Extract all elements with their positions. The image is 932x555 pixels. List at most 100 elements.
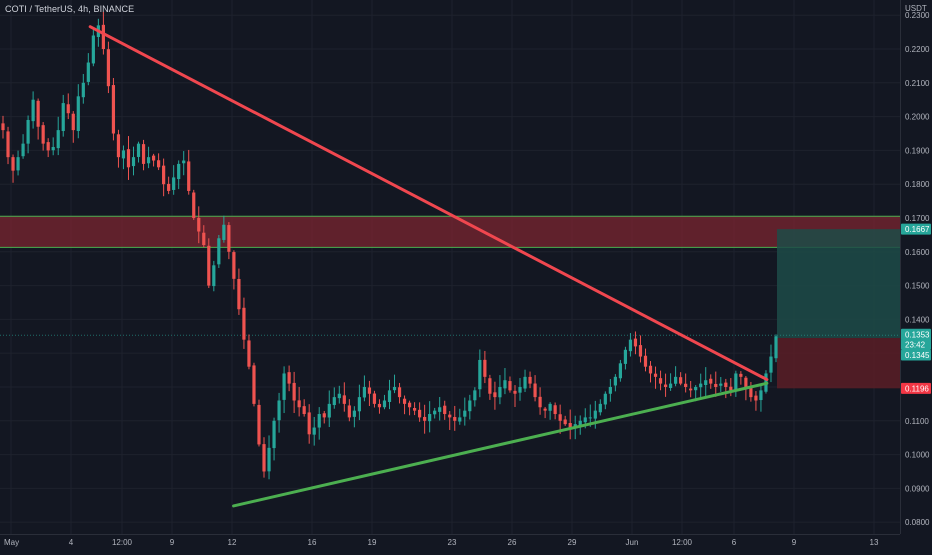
candle-body	[603, 393, 607, 405]
candle-body	[71, 113, 75, 131]
candle-body	[694, 386, 698, 391]
candle-body	[367, 387, 372, 394]
candle-body	[719, 383, 723, 386]
price-axis: 0.08000.09000.10000.11000.12000.13000.14…	[905, 11, 930, 527]
candle-body	[628, 339, 633, 352]
candle-body	[267, 447, 271, 472]
y-tick-label: 0.2000	[905, 113, 930, 122]
candle-body	[643, 355, 648, 367]
candle-body	[593, 410, 597, 419]
x-tick-label: 12:00	[112, 538, 133, 547]
trendlines	[88, 25, 769, 508]
candle-body	[126, 149, 131, 168]
candle-body	[633, 338, 638, 347]
candle-body	[709, 378, 713, 384]
price-label-bg	[901, 223, 931, 235]
candle-body	[538, 396, 542, 408]
y-tick-label: 0.1900	[905, 146, 930, 155]
candle-body	[488, 378, 492, 394]
zone-fill	[0, 216, 900, 248]
candle-body	[377, 403, 382, 408]
candle-body	[51, 147, 55, 151]
x-tick-label: 26	[508, 538, 517, 547]
candle-body	[483, 359, 487, 377]
candle-body	[242, 307, 246, 340]
symbol-title[interactable]: COTI / TetherUS, 4h, BINANCE	[5, 4, 135, 14]
candle-body	[648, 365, 653, 374]
candle-body	[151, 155, 156, 161]
candle-body	[423, 416, 427, 421]
candle-body	[277, 400, 281, 421]
candle-body	[473, 390, 477, 401]
candle-body	[387, 390, 392, 402]
candle-body	[653, 373, 658, 377]
candle-body	[528, 376, 532, 384]
candle-body	[498, 386, 502, 398]
x-tick-label: 12:00	[672, 538, 693, 547]
candle-body	[658, 378, 663, 384]
candle-body	[116, 134, 121, 158]
candle-body	[352, 410, 356, 417]
candle-body	[342, 395, 346, 404]
countdown-label: 23:42	[901, 338, 931, 350]
candle-body	[217, 238, 221, 265]
candle-body	[714, 383, 718, 387]
candle-body	[302, 406, 306, 415]
y-tick-label: 0.2100	[905, 79, 930, 88]
stop-zone	[777, 337, 900, 389]
candle-body	[292, 382, 296, 401]
candle-body	[689, 388, 693, 391]
candle-body	[347, 405, 351, 418]
price-label-text: 23:42	[905, 340, 926, 349]
candle-body	[337, 393, 341, 399]
candle-body	[46, 142, 50, 151]
price-label-text: 0.1345	[905, 351, 930, 360]
candle-body	[493, 392, 497, 398]
candle-body	[638, 345, 643, 357]
candle-body	[674, 376, 678, 384]
candle-body	[382, 400, 387, 408]
candle-body	[513, 390, 517, 394]
candle-body	[192, 192, 196, 218]
candle-body	[503, 380, 507, 389]
x-tick-label: 23	[448, 538, 457, 547]
candle-body	[412, 408, 417, 411]
candle-body	[16, 157, 20, 171]
candle-body	[744, 377, 748, 387]
candle-body	[518, 386, 522, 393]
candle-body	[11, 157, 15, 171]
price-label-bg	[901, 349, 931, 361]
candle-body	[282, 373, 286, 400]
candle-body	[212, 265, 216, 287]
candle-body	[172, 177, 176, 190]
candle-body	[448, 414, 452, 418]
candle-body	[578, 420, 582, 426]
candle-body	[613, 376, 617, 386]
target-price-label: 0.1667	[901, 223, 931, 235]
candle-body	[774, 336, 778, 359]
candle-body	[41, 125, 45, 144]
y-tick-label: 0.0800	[905, 518, 930, 527]
current-price-label: 0.1353	[901, 328, 931, 340]
candle-body	[131, 157, 136, 167]
candle-body	[608, 386, 612, 394]
x-tick-label: 29	[568, 538, 577, 547]
price-label-bg	[901, 338, 931, 350]
candle-body	[563, 419, 567, 425]
candle-body	[182, 160, 186, 164]
candle-body	[76, 96, 80, 132]
horizontal-zone	[0, 215, 900, 248]
stop-price-label: 0.1196	[901, 382, 931, 394]
time-axis: May 4 12:00 9 12 16 19 23 26 29 Jun 12:00 6 9 13	[4, 538, 879, 547]
candle-body	[252, 365, 256, 404]
y-tick-label: 0.1700	[905, 214, 930, 223]
candle-body	[663, 384, 668, 387]
resistance-trendline	[88, 25, 769, 382]
candle-body	[548, 403, 552, 411]
candle-body	[61, 103, 65, 132]
candle-body	[453, 416, 457, 421]
candle-body	[21, 143, 25, 157]
candle-body	[1, 123, 5, 131]
